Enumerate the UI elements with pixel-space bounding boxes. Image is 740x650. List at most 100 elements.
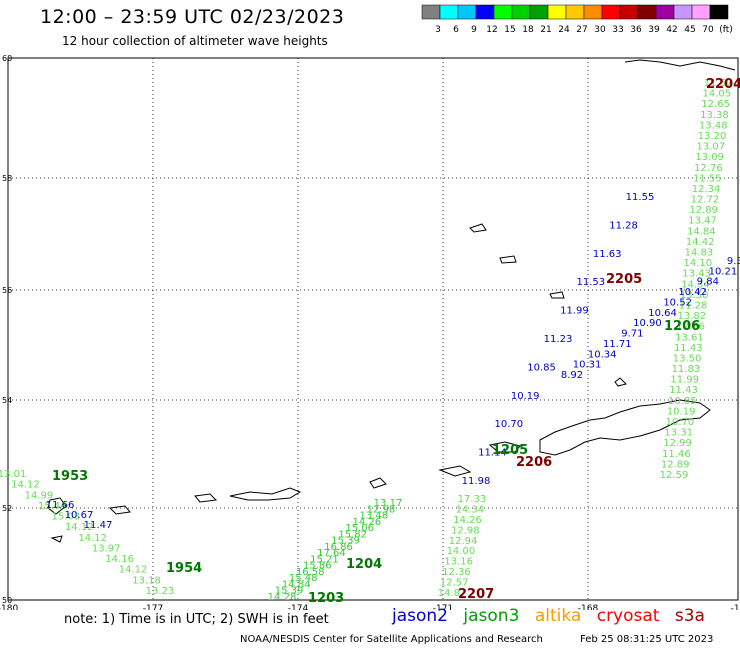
wave-height-value: 14.84 <box>282 579 311 590</box>
wave-height-value: 11.55 <box>693 173 722 184</box>
wave-height-value: 11.57 <box>704 78 733 89</box>
wave-height-value: 14.83 <box>685 248 714 259</box>
satellite-legend: jason2 jason3 altika cryosat s3a <box>392 606 715 626</box>
wave-height-value: 13.23 <box>146 586 175 597</box>
lon-tick-label: -168 <box>578 604 599 610</box>
lat-tick-label: 56 <box>2 286 12 295</box>
wave-height-value: 15.44 <box>38 501 67 512</box>
wave-height-value: 11.23 <box>544 334 573 345</box>
legend-label: 33 <box>612 25 623 35</box>
wave-height-value: 9.84 <box>697 277 719 288</box>
lat-tick-label: 50 <box>2 596 12 605</box>
legend-label: (ft) <box>719 25 733 35</box>
legend-label: 18 <box>522 25 534 35</box>
wave-height-value: 12.98 <box>367 504 396 515</box>
wave-height-value: 15.21 <box>310 554 339 565</box>
wave-height-value: 11.43 <box>669 385 698 396</box>
wave-height-value: 14.10 <box>683 258 712 269</box>
wave-height-value: 12.36 <box>676 322 705 333</box>
wave-height-value: 14.99 <box>25 490 54 501</box>
wave-height-value: 11.99 <box>560 306 589 317</box>
legend-label: 3 <box>435 25 441 35</box>
wave-height-value: 14.12 <box>78 533 107 544</box>
legend-label: 45 <box>684 25 695 35</box>
pass-time-label: 1954 <box>166 561 202 576</box>
wave-height-value: 11.66 <box>46 500 75 511</box>
wave-height-value: 16.58 <box>296 567 325 578</box>
wave-height-value: 14.12 <box>65 522 94 533</box>
wave-height-value: 10.70 <box>666 417 695 428</box>
wave-height-value: 13.48 <box>699 120 728 131</box>
legend-label: 21 <box>540 25 551 35</box>
legend-label: 9 <box>471 25 477 35</box>
lon-tick-label: -177 <box>143 604 163 610</box>
wave-height-value: 10.19 <box>667 406 696 417</box>
wave-height-value: 11.83 <box>672 364 701 375</box>
wave-height-value: 14.16 <box>105 554 134 565</box>
satellite-jason2: jason2 <box>392 606 448 626</box>
wave-height-value: 13.07 <box>697 142 726 153</box>
pass-time-label: 1203 <box>308 591 344 606</box>
wave-height-value: 11.53 <box>576 277 605 288</box>
wave-height-value: 12.72 <box>691 195 720 206</box>
lon-tick-label: -180 <box>0 604 18 610</box>
wave-height-value: 13.31 <box>664 428 693 439</box>
wave-height-value: 11.55 <box>626 192 655 203</box>
pass-time-label: 1206 <box>664 319 700 334</box>
wave-height-value: 14.34 <box>681 279 710 290</box>
wave-height-value: 11.46 <box>662 449 691 460</box>
wave-height-value: 10.31 <box>573 360 602 371</box>
legend-label: 30 <box>594 25 606 35</box>
wave-height-value: 10.85 <box>668 396 697 407</box>
wave-height-value: 13.48 <box>360 511 389 522</box>
coastline <box>229 487 302 501</box>
wave-height-value: 13.97 <box>92 543 121 554</box>
wave-height-value: 13.01 <box>0 469 26 480</box>
wave-height-value: 9.37 <box>727 256 740 267</box>
wave-height-map: -180 -177 -174 -171 -168 -16 60 58 56 54 52 50 11.57… <box>0 54 740 610</box>
wave-height-value: 11.14 <box>478 448 507 459</box>
wave-height-value: 11.47 <box>84 520 113 531</box>
wave-height-value: 12.98 <box>451 525 480 536</box>
wave-height-value: 13.61 <box>675 332 704 343</box>
lon-tick-label: -171 <box>433 604 453 610</box>
coastline <box>438 465 472 477</box>
wave-height-value: 15.86 <box>303 561 332 572</box>
legend-label: 15 <box>504 25 515 35</box>
wave-height-value: 10.34 <box>588 349 617 360</box>
lat-tick-label: 54 <box>2 396 12 405</box>
satellite-altika: altika <box>534 606 582 626</box>
credit-line: NOAA/NESDIS Center for Satellite Applica… <box>240 634 543 645</box>
coastline <box>369 477 387 489</box>
wave-height-value: 14.28 <box>268 592 297 603</box>
page-title: 12:00 – 23:59 UTC 02/23/2023 <box>40 6 345 28</box>
wave-height-value: 11.28 <box>609 220 638 231</box>
coastline <box>499 255 517 264</box>
wave-height-value: 10.19 <box>511 391 540 402</box>
coastline <box>614 377 627 387</box>
wave-height-value: 12.65 <box>701 99 730 110</box>
wave-height-value: 15.06 <box>345 523 374 534</box>
wave-height-value: 11.99 <box>670 375 699 386</box>
wave-height-value: 17.64 <box>317 548 346 559</box>
wave-height-value: 8.92 <box>561 370 583 381</box>
lon-tick-label: -174 <box>288 604 309 610</box>
wave-height-value: 13.38 <box>700 110 729 121</box>
lat-tick-label: 58 <box>2 174 12 183</box>
wave-height-value: 14.00 <box>447 546 476 557</box>
pass-time-label: 2204 <box>706 77 740 92</box>
color-legend: 3 6 9 12 15 18 21 24 27 30 33 36 39 42 45 70 (ft) <box>421 4 733 35</box>
legend-label: 39 <box>648 25 660 35</box>
satellite-s3a: s3a <box>674 606 705 626</box>
lat-tick-label: 52 <box>2 504 12 513</box>
generated-timestamp: Feb 25 08:31:25 UTC 2023 <box>580 634 714 645</box>
wave-height-value: 11.28 <box>679 300 708 311</box>
wave-height-value: 12.57 <box>440 578 469 589</box>
wave-height-value: 14.12 <box>11 480 40 491</box>
lat-tick-label: 60 <box>2 54 12 63</box>
wave-height-value: 13.50 <box>680 290 709 301</box>
coastline <box>624 59 736 71</box>
coastline <box>549 291 565 299</box>
wave-height-value: 13.16 <box>444 557 473 568</box>
wave-height-value: 12.59 <box>660 470 689 481</box>
